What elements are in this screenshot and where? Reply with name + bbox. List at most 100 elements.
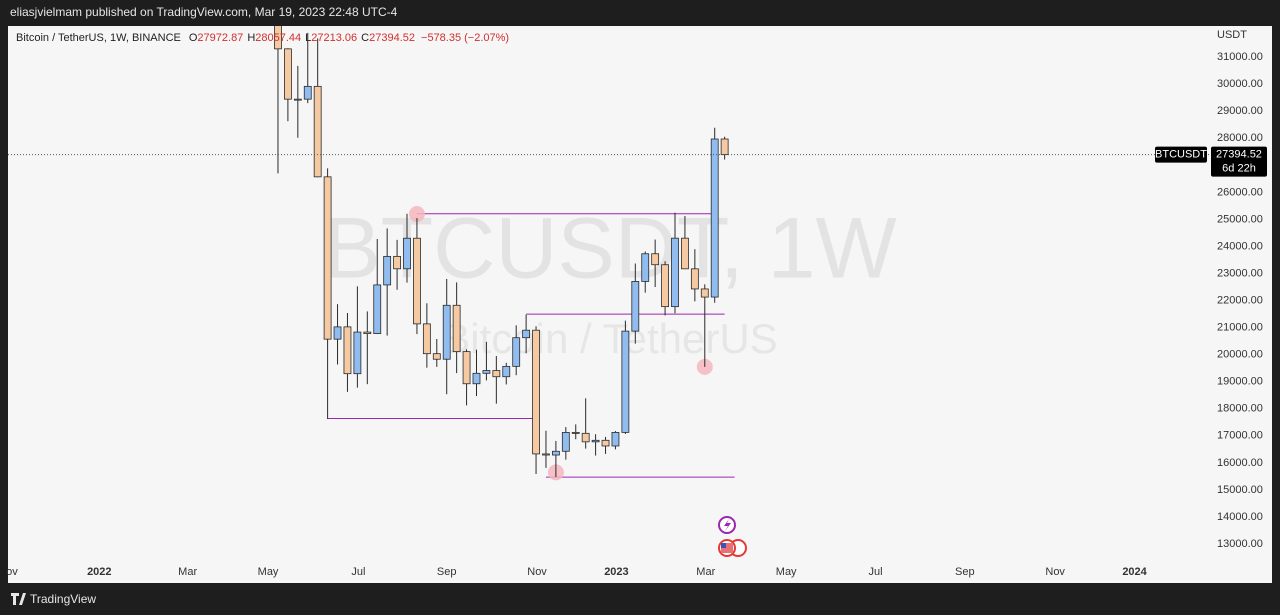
candle-body xyxy=(591,439,600,443)
ohlc-prefix: L xyxy=(305,32,311,44)
currency-label: USDT xyxy=(1217,29,1247,41)
x-tick-label: Jul xyxy=(868,566,882,578)
brand[interactable]: TradingView xyxy=(30,592,96,606)
candle-body xyxy=(432,353,441,360)
x-tick-label: Nov xyxy=(1045,566,1065,578)
candle-body xyxy=(522,329,531,339)
candle-body xyxy=(710,138,719,298)
x-tick-label: Mar xyxy=(178,566,197,578)
footer-bar xyxy=(0,585,1280,615)
y-tick-label: 23000.00 xyxy=(1217,267,1263,279)
candle-body xyxy=(403,237,411,270)
candle-body xyxy=(720,138,729,156)
x-tick-label: Mar xyxy=(696,566,715,578)
y-tick-label: 18000.00 xyxy=(1217,403,1263,415)
x-tick-label: Nov xyxy=(527,566,547,578)
price-tag: 27394.52 xyxy=(1216,149,1262,161)
change: −578.35 (−2.07%) xyxy=(421,32,509,44)
x-tick-label: May xyxy=(776,566,797,578)
candle-body xyxy=(482,370,491,374)
symbol-title: Bitcoin / TetherUS, 1W, BINANCE xyxy=(16,32,181,44)
y-tick-label: 14000.00 xyxy=(1217,511,1263,523)
candle-body xyxy=(651,253,660,266)
x-tick-label: Sep xyxy=(437,566,457,578)
symbol-tag-bg xyxy=(1155,146,1207,163)
candle-body xyxy=(393,255,401,270)
y-tick-label: 31000.00 xyxy=(1217,51,1263,63)
y-tick-label: 19000.00 xyxy=(1217,376,1263,388)
ohlc-prefix: C xyxy=(361,32,369,44)
candle-body xyxy=(452,304,461,353)
ohlc-value: 27213.06 xyxy=(311,32,357,44)
candle-body xyxy=(274,26,282,50)
y-tick-label: 15000.00 xyxy=(1217,484,1263,496)
annotation-marker xyxy=(408,206,425,223)
candle-body xyxy=(542,453,550,456)
candle-body xyxy=(641,253,650,282)
y-tick-label: 20000.00 xyxy=(1217,349,1263,361)
price-tag-bg xyxy=(1211,146,1267,177)
x-tick-label: Sep xyxy=(955,566,975,578)
candle-body xyxy=(373,284,382,334)
candle-body xyxy=(601,439,610,447)
x-tick-label: May xyxy=(258,566,279,578)
candle-body xyxy=(442,304,451,360)
candle-body xyxy=(571,432,580,434)
candle-body xyxy=(363,331,372,334)
x-tick-label: 2022 xyxy=(87,566,111,578)
ohlc-legend: Bitcoin / TetherUS, 1W, BINANCE O27972.87… xyxy=(16,32,509,44)
candle-body xyxy=(284,48,292,100)
candle-body xyxy=(502,365,511,378)
candle-body xyxy=(700,288,709,298)
candle-body xyxy=(661,264,669,308)
candle-body xyxy=(690,268,699,290)
y-tick-label: 26000.00 xyxy=(1217,186,1263,198)
x-tick-label: ov xyxy=(6,566,18,578)
y-tick-label: 29000.00 xyxy=(1217,105,1263,117)
published-note: eliasjvielmam published on TradingView.c… xyxy=(10,5,398,19)
y-tick-label: 17000.00 xyxy=(1217,430,1263,442)
candle-body xyxy=(422,323,431,355)
ohlc-prefix: H xyxy=(247,32,255,44)
symbol-tag: BTCUSDT xyxy=(1155,149,1207,161)
ohlc-prefix: O xyxy=(189,32,198,44)
candle-body xyxy=(631,281,640,332)
y-tick-label: 30000.00 xyxy=(1217,78,1263,90)
ohlc-value: 28057.44 xyxy=(255,32,301,44)
candle-body xyxy=(681,237,689,270)
y-tick-label: 13000.00 xyxy=(1217,538,1263,550)
y-tick-label: 24000.00 xyxy=(1217,240,1263,252)
y-tick-label: 16000.00 xyxy=(1217,457,1263,469)
ohlc-value: 27972.87 xyxy=(197,32,243,44)
candle-body xyxy=(313,85,322,178)
y-tick-label: 21000.00 xyxy=(1217,322,1263,334)
y-tick-label: 28000.00 xyxy=(1217,132,1263,144)
x-tick-label: Jul xyxy=(351,566,365,578)
x-tick-label: 2024 xyxy=(1122,566,1147,578)
candle-body xyxy=(621,330,630,433)
icon xyxy=(721,543,726,548)
icon xyxy=(721,543,733,553)
chart-background xyxy=(8,26,1272,583)
plot-area xyxy=(274,26,735,481)
candle-body xyxy=(472,372,481,385)
candle-body xyxy=(462,351,471,385)
candle-body xyxy=(561,432,570,452)
candle-body xyxy=(532,329,540,455)
ohlc-value: 27394.52 xyxy=(369,32,415,44)
logo xyxy=(11,593,26,605)
candle-body xyxy=(383,255,392,286)
candle-body xyxy=(303,85,312,100)
candle-body xyxy=(512,337,521,367)
candle-body xyxy=(343,326,352,375)
watermark: Bitcoin / TetherUS xyxy=(442,315,777,362)
candle-body xyxy=(551,450,560,456)
candle-body xyxy=(671,237,679,308)
candle-body xyxy=(353,331,362,375)
countdown: 6d 22h xyxy=(1222,163,1256,175)
icon xyxy=(724,519,731,531)
candle-body xyxy=(293,98,302,101)
y-tick-label: 22000.00 xyxy=(1217,294,1263,306)
